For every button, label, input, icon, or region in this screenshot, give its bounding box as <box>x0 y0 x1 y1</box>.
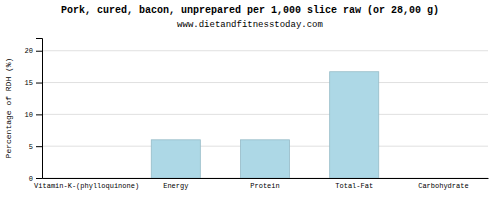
bar <box>419 178 468 179</box>
title: Pork, cured, bacon, unprepared per 1,000… <box>61 5 439 16</box>
tick-label: 10 <box>25 111 33 119</box>
grid-line <box>42 114 488 115</box>
bar <box>151 140 200 178</box>
y-axis: 0 5 10 15 20 <box>25 39 43 183</box>
x-axis: Vitamin-K-(phylloquinone) Energy Protein To… <box>34 178 488 190</box>
tick-mark <box>36 178 42 179</box>
tick-label: 15 <box>25 79 33 87</box>
bar <box>330 72 379 178</box>
tick-label: Total-Fat <box>335 182 373 190</box>
tick-mark <box>36 146 42 147</box>
grid-line <box>42 82 488 83</box>
tick-label: 20 <box>25 47 33 55</box>
grid <box>42 51 488 178</box>
tick: 20 <box>25 47 42 55</box>
tick: 10 <box>25 111 42 119</box>
tick: Carbohydrate <box>418 178 468 190</box>
tick-mark <box>36 114 42 115</box>
tick-label: 5 <box>29 143 33 151</box>
tick-mark <box>36 83 42 84</box>
tick-label: Carbohydrate <box>418 182 468 190</box>
tick: Total-Fat <box>335 178 373 190</box>
axis-line <box>43 178 489 179</box>
tick-label: Vitamin-K-(phylloquinone) <box>34 182 139 190</box>
grid-line <box>42 50 488 51</box>
tick: 5 <box>29 143 42 151</box>
tick: Vitamin-K-(phylloquinone) <box>34 178 139 190</box>
bars <box>151 72 378 178</box>
tick-label: Protein <box>250 182 279 190</box>
subtitle: www.dietandfitnesstoday.com <box>177 20 323 30</box>
tick-mark <box>36 51 42 52</box>
tick: Energy <box>163 178 188 190</box>
y-axis-title: Percentage of RDH (%) <box>4 58 13 159</box>
bar <box>240 140 289 178</box>
tick: 15 <box>25 79 42 87</box>
tick-label: 0 <box>29 175 33 183</box>
tick-label: Energy <box>163 182 188 190</box>
bar <box>62 178 111 179</box>
chart: 0 5 10 15 20 Vitamin-K-(phylloquinone) Energy P… <box>0 0 500 200</box>
tick: Protein <box>250 178 279 190</box>
axis-line <box>36 39 43 179</box>
